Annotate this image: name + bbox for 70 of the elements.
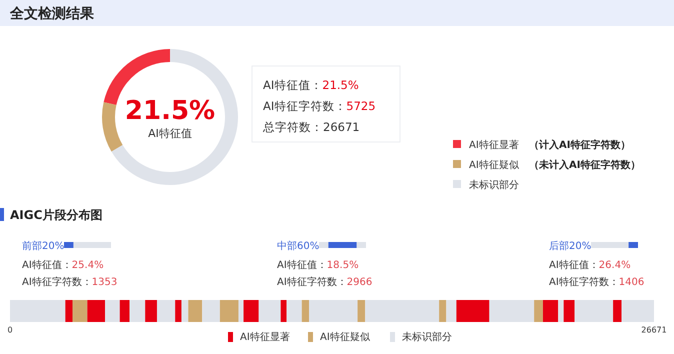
text: 1406 xyxy=(618,277,644,288)
bar xyxy=(202,300,220,322)
text: AI特征值： xyxy=(263,78,322,92)
bar xyxy=(244,300,259,322)
bar xyxy=(220,300,238,322)
bar xyxy=(439,300,446,322)
bar xyxy=(302,300,309,322)
text: 25.4% xyxy=(72,260,104,271)
text: AI特征字符数： xyxy=(277,276,347,288)
bar xyxy=(130,300,146,322)
text: （计入AI特征字符数） xyxy=(529,139,630,151)
legend-label: AI特征显著 xyxy=(469,139,519,151)
legend-label: 未标识部分 xyxy=(469,179,519,191)
bar xyxy=(286,300,302,322)
text: AI特征值： xyxy=(277,259,327,271)
legend-label: AI特征疑似 xyxy=(469,159,519,171)
bar xyxy=(72,300,88,322)
donut-slice xyxy=(111,49,238,185)
bar xyxy=(87,300,106,322)
text: AI特征值 xyxy=(148,127,192,140)
bar xyxy=(105,300,120,322)
bar xyxy=(258,300,281,322)
bar xyxy=(613,300,622,322)
bar xyxy=(622,300,654,322)
legend-label: 未标识部分 xyxy=(402,331,452,343)
bar xyxy=(446,300,456,322)
bar xyxy=(456,300,490,322)
bar xyxy=(280,300,287,322)
chart-title: AIGC片段分布图 xyxy=(10,208,102,222)
text: 前部20% xyxy=(22,240,64,252)
bar xyxy=(365,300,440,322)
bar xyxy=(181,300,188,322)
text: 总字符数： xyxy=(262,120,323,134)
text: AI特征值： xyxy=(549,259,599,271)
bar xyxy=(309,300,358,322)
bar xyxy=(358,300,366,322)
x-tick-label: 0 xyxy=(7,326,13,335)
text: 18.5% xyxy=(326,260,359,271)
bar xyxy=(558,300,564,322)
text: AI特征字符数： xyxy=(263,99,346,113)
donut-slice xyxy=(102,102,123,152)
bar xyxy=(534,300,543,322)
bar xyxy=(574,300,614,322)
text: 21.5% xyxy=(124,96,216,126)
legend-label: AI特征疑似 xyxy=(320,331,370,343)
chart-title: 全文检测结果 xyxy=(9,5,95,22)
text: 1353 xyxy=(92,277,118,288)
bar xyxy=(564,300,575,322)
bar xyxy=(175,300,182,322)
text: AI特征字符数： xyxy=(549,276,619,288)
text: 2966 xyxy=(346,277,372,288)
legend-label: AI特征显著 xyxy=(240,331,290,343)
text: 后部20% xyxy=(549,240,592,252)
text: （未计入AI特征字符数） xyxy=(529,159,640,171)
text: 5725 xyxy=(346,99,376,113)
bar xyxy=(188,300,202,322)
bar xyxy=(542,300,558,322)
bar xyxy=(145,300,157,322)
text: 中部60% xyxy=(277,240,320,252)
text: 21.5% xyxy=(322,78,359,92)
bar xyxy=(156,300,176,322)
text: 26671 xyxy=(323,120,360,134)
bar xyxy=(120,300,130,322)
bar xyxy=(489,300,534,322)
bar xyxy=(65,300,73,322)
bar xyxy=(238,300,244,322)
bar xyxy=(10,300,66,322)
text: AI特征值： xyxy=(22,259,72,271)
text: 26.4% xyxy=(598,260,631,271)
text: AI特征字符数： xyxy=(22,276,92,288)
